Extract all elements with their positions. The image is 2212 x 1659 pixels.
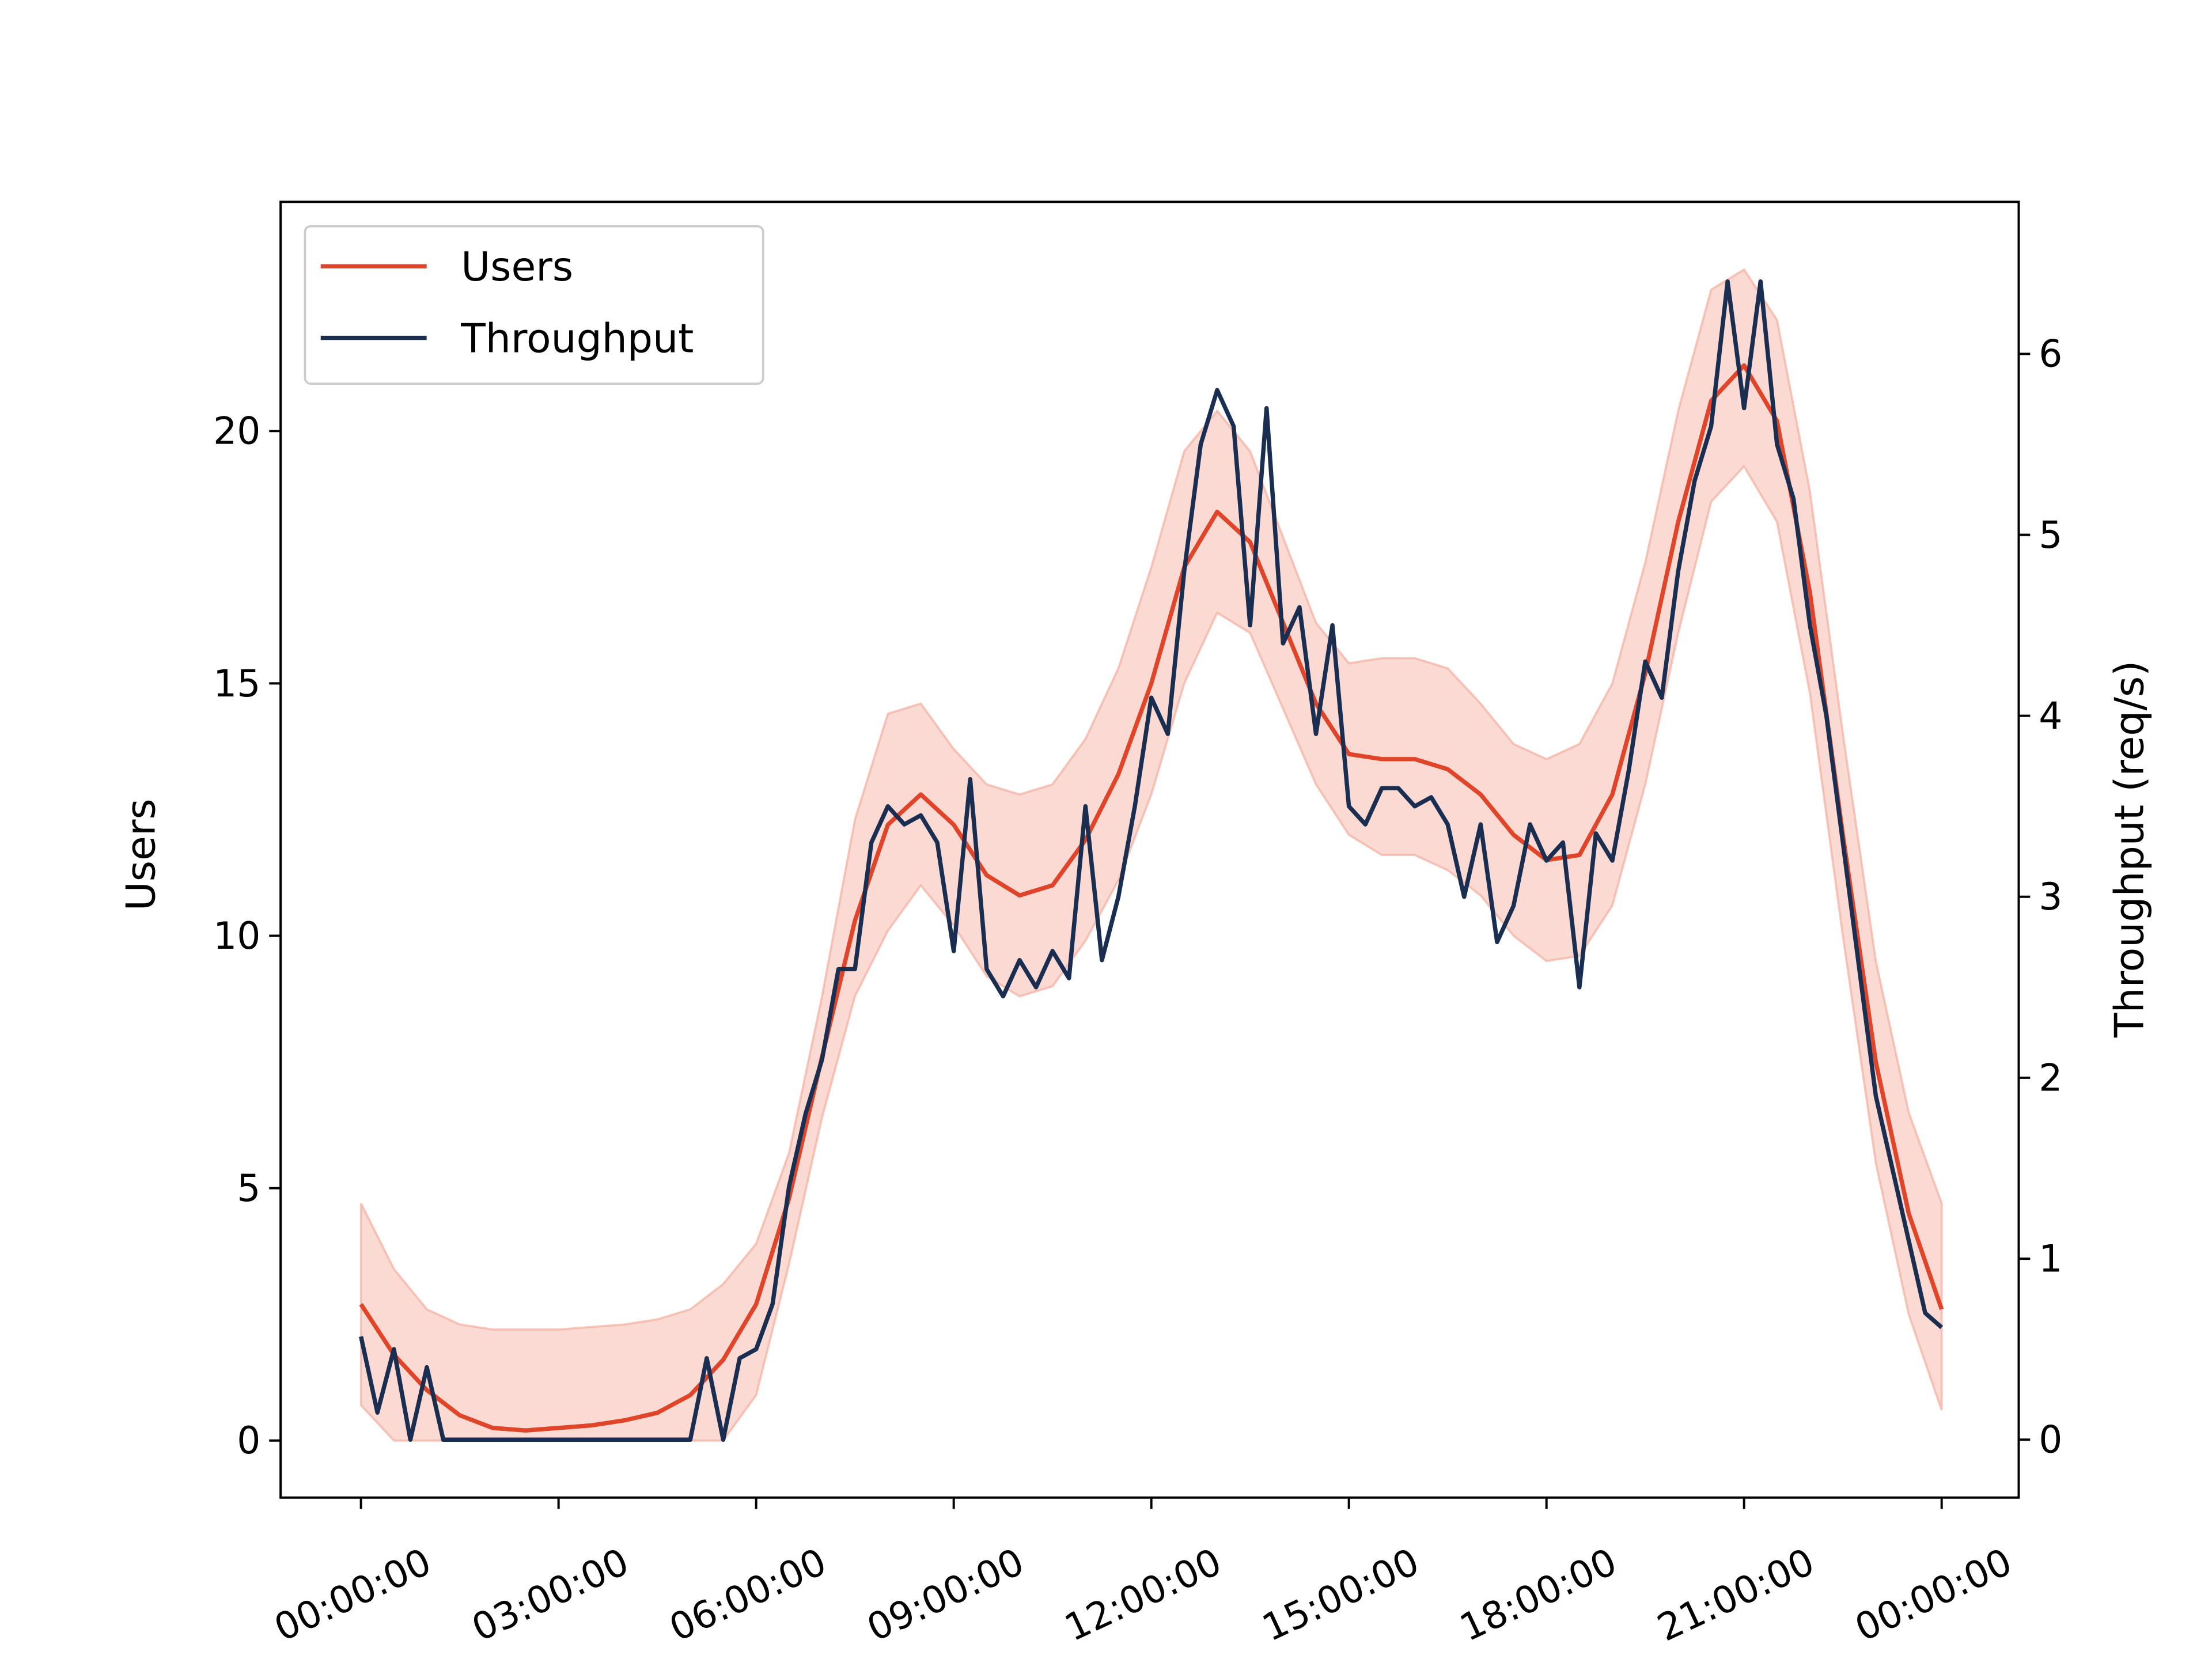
y-tick-label: 15: [213, 662, 260, 706]
legend-label: Throughput: [460, 315, 694, 362]
x-tick-label: 15:00:00: [1256, 1540, 1426, 1650]
confidence-band: [359, 268, 1943, 1442]
y2-tick-label: 4: [2039, 695, 2062, 738]
y-tick-label: 20: [213, 410, 260, 453]
x-tick-label: 09:00:00: [861, 1540, 1031, 1650]
x-tick-label: 06:00:00: [663, 1540, 833, 1650]
y-tick-label: 0: [237, 1419, 260, 1463]
y-axis-label: Users: [118, 798, 164, 911]
y2-tick-label: 1: [2039, 1237, 2062, 1281]
x-tick-label: 18:00:00: [1453, 1540, 1623, 1650]
y2-tick-label: 0: [2039, 1419, 2062, 1462]
series-line: [359, 363, 1944, 1433]
x-tick-label: 00:00:00: [268, 1540, 438, 1650]
y-tick-label: 5: [237, 1167, 260, 1210]
legend-label: Users: [461, 244, 573, 290]
x-tick-label: 12:00:00: [1058, 1540, 1228, 1650]
legend: Users Throughput: [304, 225, 764, 385]
y2-tick-label: 6: [2039, 333, 2062, 376]
y-tick-label: 10: [213, 915, 260, 958]
y2-tick-label: 5: [2039, 514, 2062, 557]
y2-tick-label: 2: [2039, 1056, 2062, 1100]
x-tick-label: 03:00:00: [465, 1540, 635, 1650]
series-line: [358, 279, 1944, 1442]
x-tick-label: 21:00:00: [1651, 1540, 1821, 1650]
y2-tick-label: 3: [2039, 876, 2062, 919]
plot-frame: [279, 200, 2020, 1499]
y2-axis-label: Throughput (req/s): [2107, 661, 2153, 1038]
x-tick-label: 00:00:00: [1849, 1540, 2018, 1650]
